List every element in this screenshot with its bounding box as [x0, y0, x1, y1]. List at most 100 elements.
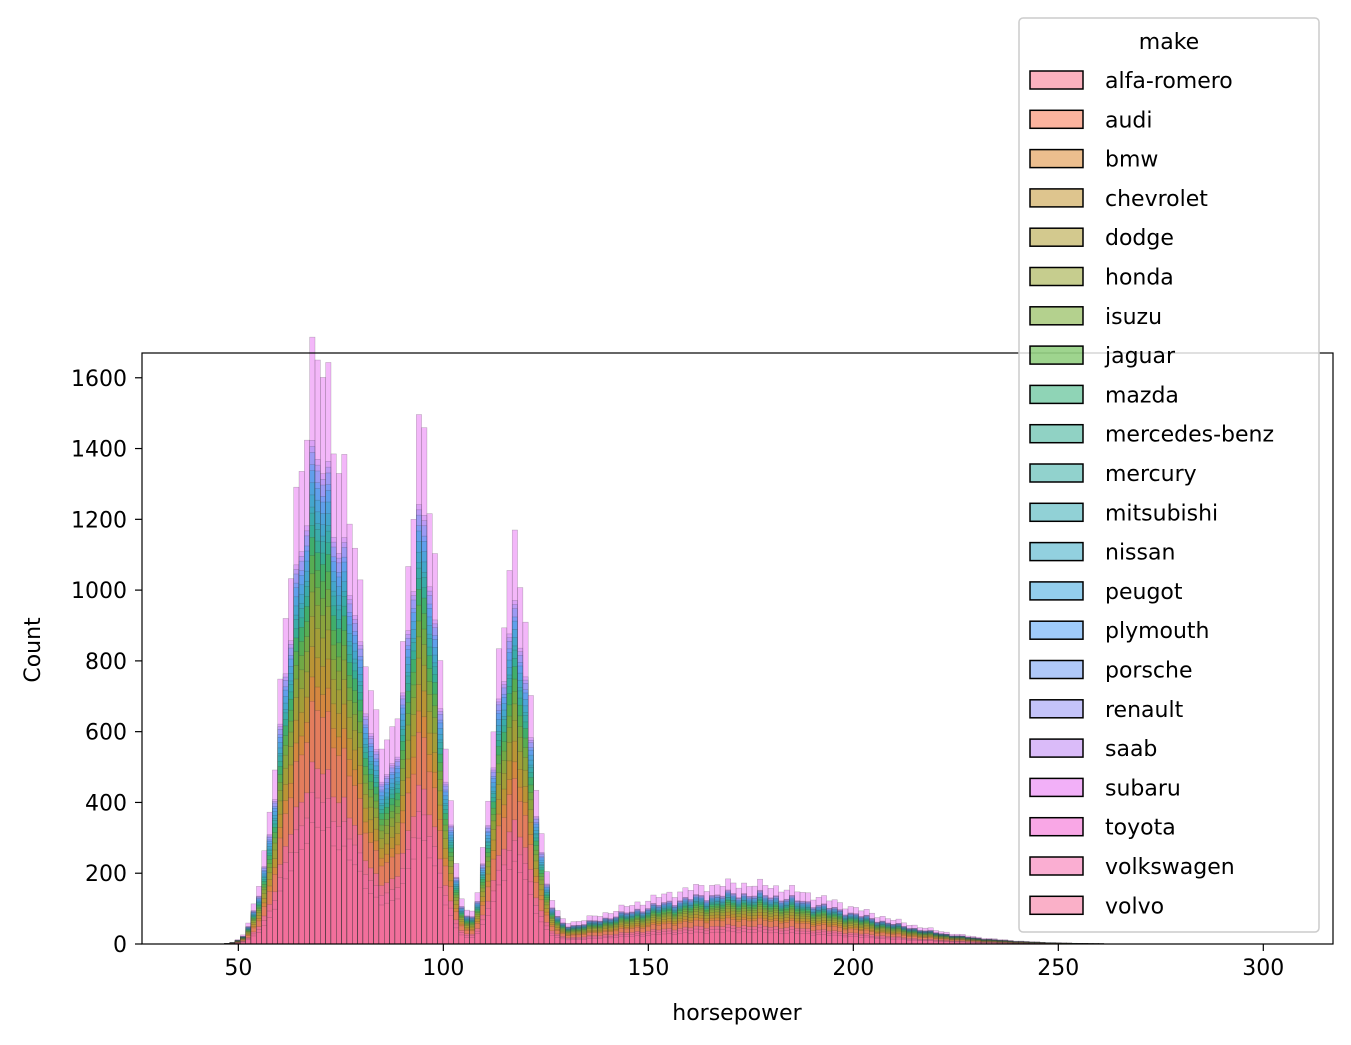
histogram-bar-volvo	[394, 898, 401, 945]
legend-label-nissan: nissan	[1105, 541, 1175, 566]
histogram-bar-volvo	[762, 932, 769, 945]
histogram-bar-volvo	[298, 849, 305, 945]
y-tick-label: 800	[85, 650, 127, 675]
legend-swatch-chevrolet	[1029, 188, 1084, 208]
x-axis-label: horsepower	[672, 1001, 802, 1026]
histogram-bar-volvo	[575, 939, 582, 945]
histogram-bar-volvo	[853, 936, 859, 945]
histogram-bar-volvo	[357, 870, 364, 945]
histogram-bar-volvo	[416, 837, 422, 945]
histogram-bar-volvo	[623, 936, 630, 945]
histogram-bar-volvo	[687, 933, 694, 945]
legend-swatch-toyota	[1029, 816, 1084, 837]
histogram-bar-volvo	[426, 857, 433, 945]
histogram-bar-volvo	[245, 939, 252, 945]
y-tick-label: 1400	[71, 438, 127, 463]
histogram-bars	[224, 336, 1105, 945]
histogram-bar-volvo	[730, 931, 737, 945]
histogram-bar-volvo	[517, 872, 524, 945]
histogram-bar-volvo	[618, 935, 625, 945]
histogram-bar-volvo	[554, 937, 561, 945]
histogram-bar-volvo	[799, 933, 806, 945]
legend-label-dodge: dodge	[1105, 226, 1174, 251]
histogram-bar-volvo	[671, 934, 678, 945]
histogram-bar-volvo	[703, 933, 710, 945]
histogram-bar-volvo	[304, 842, 310, 945]
x-tick-label: 250	[1037, 956, 1079, 981]
legend-label-saab: saab	[1105, 737, 1157, 762]
histogram-bar-volvo	[527, 894, 534, 945]
histogram-bar-volvo	[346, 859, 353, 945]
histogram-bar-volvo	[709, 932, 715, 945]
histogram-bar-volvo	[336, 849, 342, 945]
histogram-bar-volvo	[341, 845, 348, 945]
legend-swatch-isuzu	[1029, 306, 1084, 326]
histogram-bar-volvo	[661, 933, 668, 945]
legend-label-isuzu: isuzu	[1105, 305, 1162, 330]
histogram-bar-volvo	[538, 921, 545, 945]
histogram-bar-volvo	[666, 933, 673, 945]
legend-label-mercedes-benz: mercedes-benz	[1105, 423, 1274, 448]
histogram-bar-volvo	[277, 890, 284, 945]
y-axis-ticks: 0 200 400 600 800 1000 1200 1400 1600	[71, 367, 142, 958]
legend-label-subaru: subaru	[1105, 776, 1181, 801]
legend-swatch-saab	[1029, 738, 1084, 758]
histogram-bar-volvo	[266, 917, 273, 945]
legend-label-plymouth: plymouth	[1105, 619, 1210, 644]
y-tick-label: 1000	[71, 579, 127, 604]
x-tick-label: 50	[224, 956, 252, 981]
y-axis-label: Count	[21, 617, 46, 683]
histogram-bar-volvo	[522, 879, 529, 945]
histogram-bar-volvo	[698, 932, 705, 945]
histogram-bar-volvo	[714, 931, 721, 945]
histogram-bar-volvo	[858, 937, 865, 945]
histogram-bar-volvo	[506, 869, 513, 945]
histogram-bar-volvo	[432, 865, 438, 945]
histogram-bar-volvo	[309, 822, 316, 945]
histogram-bar-volvo	[613, 937, 620, 945]
legend-swatch-mercury	[1029, 463, 1084, 483]
histogram-bar-volvo	[581, 939, 588, 945]
legend-swatch-renault	[1029, 699, 1084, 719]
histogram-bar-volvo	[479, 924, 486, 945]
histogram-bar-volvo	[645, 935, 652, 945]
histogram-bar-volvo	[559, 938, 566, 945]
legend-swatch-porsche	[1029, 659, 1084, 680]
histogram-bar-volvo	[543, 929, 550, 945]
histogram-bar-volvo	[389, 900, 396, 945]
legend-label-toyota: toyota	[1105, 816, 1176, 841]
histogram-bar-volvo	[373, 896, 380, 945]
legend-swatch-mitsubishi	[1029, 502, 1084, 523]
legend-swatch-audi	[1029, 109, 1084, 130]
histogram-bar-volvo	[597, 938, 604, 945]
y-tick-label: 400	[85, 791, 127, 816]
histogram-bar-volvo	[282, 878, 289, 945]
legend-swatch-alfa-romero	[1029, 70, 1084, 90]
y-tick-label: 1200	[71, 508, 127, 533]
histogram-bar-volvo	[805, 933, 811, 945]
legend-swatch-mazda	[1029, 384, 1084, 405]
legend-label-audi: audi	[1105, 108, 1153, 133]
histogram-bar-volvo	[400, 883, 406, 945]
histogram-bar-volvo	[895, 938, 902, 945]
histogram-bar-volvo	[639, 935, 646, 945]
histogram-bar-volvo	[325, 827, 332, 945]
histogram-bar-volvo	[682, 932, 689, 945]
histogram-bar-volvo	[751, 932, 758, 945]
histogram-bar-volvo	[885, 938, 891, 945]
histogram-bar-volvo	[437, 887, 444, 945]
histogram-bar-volvo	[778, 933, 785, 945]
histogram-bar-volvo	[735, 932, 742, 945]
histogram-bar-volvo	[655, 934, 662, 945]
histogram-bar-volvo	[810, 934, 817, 945]
histogram-bar-volvo	[448, 915, 454, 945]
histogram-bar-volvo	[511, 860, 518, 945]
histogram-bar-volvo	[368, 893, 374, 945]
histogram-bar-volvo	[650, 933, 657, 945]
y-tick-label: 200	[85, 862, 127, 887]
histogram-bar-volvo	[591, 938, 598, 945]
legend-label-peugot: peugot	[1105, 580, 1183, 605]
histogram-bar-volvo	[879, 938, 886, 945]
legend-label-mercury: mercury	[1105, 462, 1197, 487]
